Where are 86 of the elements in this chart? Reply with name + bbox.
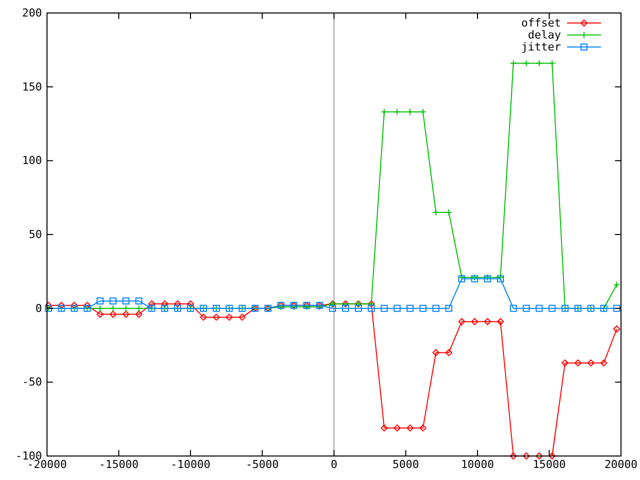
point [122, 310, 130, 318]
point [510, 452, 517, 460]
legend-label: delay [528, 28, 562, 42]
point [238, 314, 246, 321]
point [574, 359, 582, 366]
point [394, 304, 401, 312]
point [613, 304, 620, 312]
point [380, 424, 388, 432]
point [110, 310, 117, 318]
point [135, 297, 142, 304]
point [96, 304, 104, 312]
point [342, 304, 349, 312]
point [406, 424, 414, 432]
point [432, 208, 440, 216]
x-tick-label: -5000 [246, 458, 279, 471]
point [471, 318, 478, 326]
y-tick-label: 50 [28, 228, 42, 241]
x-tick-label: 15000 [532, 458, 566, 471]
point [226, 314, 233, 321]
point [394, 424, 401, 432]
point [419, 304, 426, 312]
x-tick-label: 0 [330, 458, 338, 471]
point [406, 108, 414, 116]
y-tick-label: 200 [22, 6, 42, 20]
point [510, 304, 517, 312]
x-tick-label: -20000 [27, 458, 67, 471]
point [148, 300, 156, 308]
point [432, 304, 440, 312]
point [445, 349, 452, 356]
point [522, 452, 530, 460]
point [445, 208, 452, 216]
point [536, 304, 543, 312]
point [484, 318, 492, 326]
x-tick-label: -10000 [170, 458, 210, 471]
point [368, 304, 375, 312]
y-tick-label: -50 [22, 376, 42, 389]
point [70, 302, 78, 309]
point [122, 297, 130, 304]
point [96, 297, 104, 304]
point [536, 452, 543, 460]
point [135, 304, 142, 312]
point [329, 304, 336, 312]
point [458, 318, 466, 326]
point [110, 304, 117, 312]
point [110, 297, 117, 304]
point [122, 304, 130, 312]
point [406, 304, 414, 312]
point [135, 310, 142, 318]
y-tick-label: 150 [22, 80, 42, 94]
point [200, 314, 207, 321]
point [419, 424, 426, 432]
point [96, 310, 104, 318]
point [522, 304, 530, 312]
point [445, 304, 452, 312]
point [600, 359, 608, 366]
x-tick-label: 20000 [604, 458, 638, 471]
point [380, 108, 388, 116]
point [187, 300, 194, 308]
x-tick-label: -15000 [98, 458, 139, 471]
point [394, 108, 401, 116]
x-tick-label: 5000 [392, 458, 419, 471]
point [380, 304, 388, 312]
point [161, 300, 168, 308]
point [510, 60, 517, 67]
point [613, 326, 620, 333]
point [212, 314, 220, 321]
point [58, 302, 65, 309]
point [354, 304, 362, 312]
point [522, 60, 530, 67]
x-tick-label: 10000 [460, 458, 494, 471]
point [496, 318, 504, 326]
point [44, 302, 52, 309]
y-tick-label: 100 [22, 154, 42, 168]
point [419, 108, 426, 116]
point [587, 359, 594, 366]
point [548, 304, 556, 312]
point [536, 60, 543, 67]
legend-label: jitter [521, 40, 562, 54]
y-tick-label: 0 [35, 302, 42, 315]
point [548, 60, 556, 67]
point [562, 359, 569, 366]
point [548, 452, 556, 460]
point [432, 349, 440, 356]
point [174, 300, 182, 308]
point [84, 302, 91, 309]
legend-label: offset [521, 16, 561, 30]
